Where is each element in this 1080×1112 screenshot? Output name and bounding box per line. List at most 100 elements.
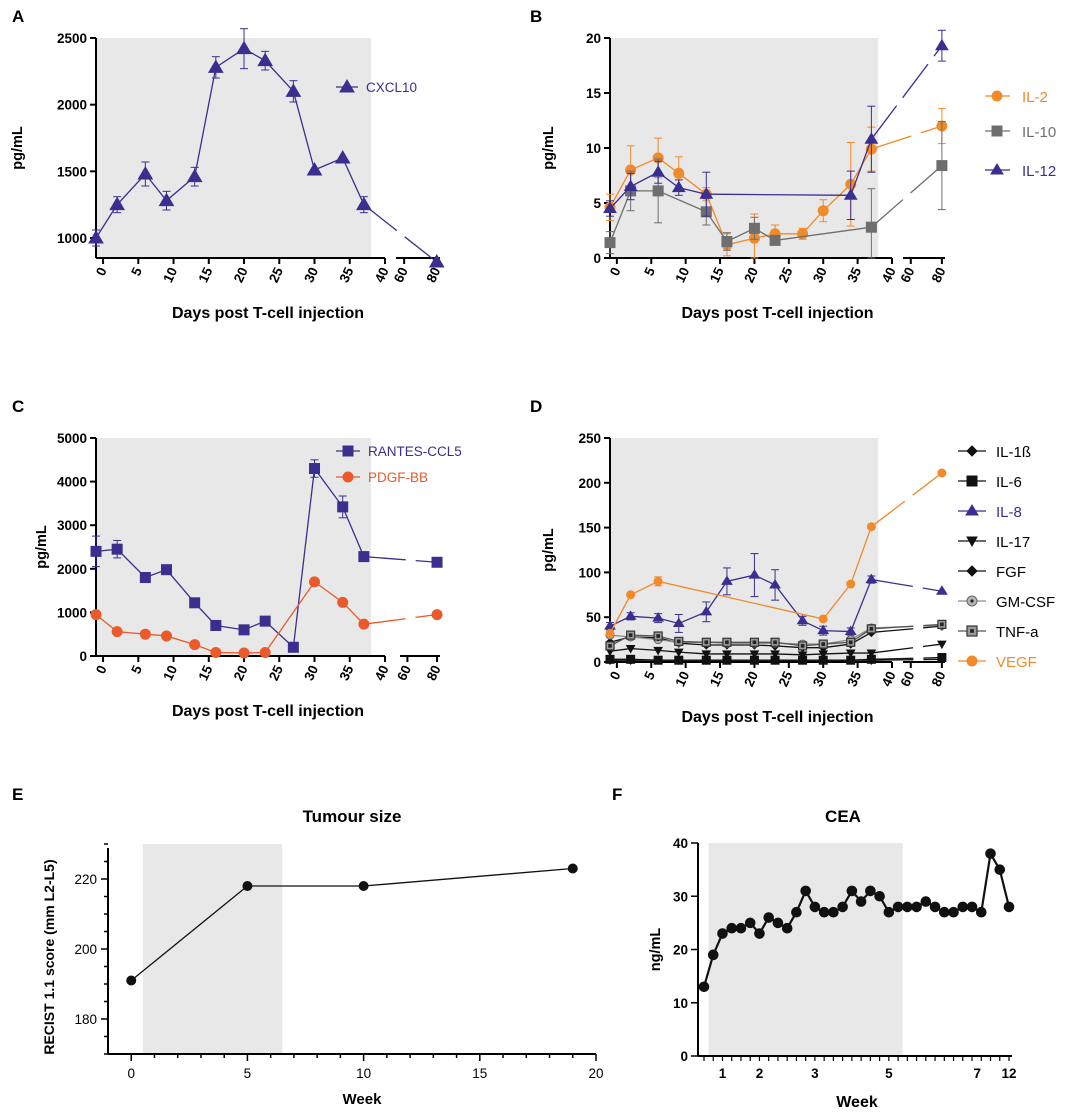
data-point-cea xyxy=(818,906,830,918)
data-point-cea xyxy=(966,901,978,913)
data-point-il-6 xyxy=(674,655,684,665)
data-point-rantes-ccl5 xyxy=(160,564,172,576)
panel-c-rantes-pdgf-chart: 0 1000 2000 3000 4000 5000 0 5 10 15 20 25 30 35 40 60 8… xyxy=(34,431,462,720)
data-point-cea xyxy=(985,848,996,859)
series-il-12 xyxy=(603,29,949,220)
legend-label-cxcl10: CXCL10 xyxy=(366,80,417,95)
data-point-tumour-size xyxy=(358,881,369,891)
data-point-cea xyxy=(744,917,756,929)
series-break-line-vegf xyxy=(870,472,943,528)
data-point-il-17 xyxy=(845,649,856,659)
y-tick-label: 200 xyxy=(578,476,601,491)
x-tick-label: 25 xyxy=(266,264,286,284)
x-tick-label: 35 xyxy=(337,662,357,682)
data-point-cxcl10 xyxy=(158,192,175,207)
data-point-cea xyxy=(911,901,922,913)
series-line-il-6 xyxy=(610,658,872,661)
data-point-cea xyxy=(717,928,728,939)
x-tick-label: 25 xyxy=(776,668,796,688)
data-point-cea xyxy=(698,981,710,993)
legend-marker-il-12 xyxy=(990,163,1004,175)
data-point-tnf-a xyxy=(937,619,947,629)
y-tick-label: 2500 xyxy=(57,31,87,46)
x-tick-label: 60 xyxy=(898,669,918,689)
series-vegf xyxy=(605,468,947,638)
data-point-il-10 xyxy=(652,185,664,197)
data-point-cea xyxy=(763,912,774,923)
data-point-il-8 xyxy=(865,573,878,584)
data-point-cea xyxy=(883,906,895,918)
data-point-vegf xyxy=(937,468,947,478)
data-point-cea xyxy=(939,906,950,918)
x-tick-label: 30 xyxy=(810,669,830,689)
data-point-il-8 xyxy=(844,625,857,636)
x-tick-label: 40 xyxy=(879,669,899,689)
y-tick-label: 1500 xyxy=(57,164,87,179)
data-point-cxcl10 xyxy=(88,230,104,244)
series-line-vegf xyxy=(609,526,872,634)
marker-dot xyxy=(628,633,633,637)
legend-marker-il-17 xyxy=(966,536,978,548)
data-point-tnf-a xyxy=(797,641,808,651)
data-point-rantes-ccl5 xyxy=(337,501,349,513)
marker-dot xyxy=(676,639,681,644)
x-tick-label: 20 xyxy=(588,1066,603,1081)
legend-label-vegf: VEGF xyxy=(996,654,1037,671)
x-axis-label: Days post T-cell injection xyxy=(681,709,873,726)
series-rantes-ccl5 xyxy=(90,459,443,653)
y-tick-label: 200 xyxy=(74,942,97,957)
panel-a-cxcl10-chart: 1000 1500 2000 2500 0 5 10 15 20 25 30 35 40 60 80 Days… xyxy=(10,28,445,322)
x-tick-label: 5 xyxy=(641,264,658,278)
legend-marker-il-8 xyxy=(965,504,979,516)
data-point-cea xyxy=(874,890,885,902)
data-point-pdgf-bb xyxy=(189,639,201,651)
legend-label-il-2: IL-2 xyxy=(1022,89,1048,106)
data-point-cea xyxy=(920,896,932,907)
data-point-cea xyxy=(781,922,793,934)
data-point-il-17 xyxy=(770,650,780,659)
panel-letter-b: B xyxy=(530,7,542,26)
legend-label-il-12: IL-12 xyxy=(1022,163,1056,180)
data-point-cea xyxy=(1003,901,1015,913)
treatment-period-shading xyxy=(610,38,879,258)
data-point-il-8 xyxy=(700,605,713,616)
y-tick-label: 250 xyxy=(578,431,601,446)
y-tick-label: 1000 xyxy=(57,231,87,246)
data-point-tnf-a xyxy=(866,624,876,634)
x-tick-label: 80 xyxy=(424,663,444,683)
data-point-il-8 xyxy=(935,585,948,595)
x-tick-label: 30 xyxy=(301,265,321,285)
series-break-line-il-17 xyxy=(871,643,942,654)
x-tick-label: 15 xyxy=(196,264,216,284)
data-point-cea xyxy=(726,922,738,934)
y-tick-label: 10 xyxy=(673,996,688,1011)
x-tick-label: 0 xyxy=(93,265,110,278)
y-tick-label: 150 xyxy=(578,521,601,536)
marker-dot xyxy=(970,629,974,633)
x-tick-label: 25 xyxy=(266,662,286,682)
data-point-cea xyxy=(855,896,867,907)
x-tick-label: 40 xyxy=(372,265,392,285)
series-break-line-il-1 xyxy=(871,658,942,661)
x-tick-label: 10 xyxy=(672,669,692,689)
data-point-cxcl10 xyxy=(306,162,323,176)
legend-marker-gm-csf xyxy=(966,595,978,607)
y-tick-label: 0 xyxy=(79,649,87,664)
panel-letter-a: A xyxy=(12,7,24,26)
legend-marker-il-6 xyxy=(966,475,978,487)
y-tick-label: 50 xyxy=(586,610,601,625)
legend-marker-rantes-ccl5 xyxy=(342,445,354,457)
data-point-cea xyxy=(828,906,839,918)
data-point-tnf-a xyxy=(701,637,711,647)
series-line-il-8 xyxy=(609,574,872,633)
data-point-rantes-ccl5 xyxy=(111,543,123,555)
data-point-il-10 xyxy=(748,222,760,234)
data-point-pdgf-bb xyxy=(259,647,271,659)
data-point-il-12 xyxy=(699,187,714,199)
marker-dot xyxy=(725,640,729,645)
series-il-8 xyxy=(604,553,948,636)
legend-marker-cxcl10 xyxy=(339,79,355,93)
x-tick-label: 1 xyxy=(719,1066,727,1081)
data-point-cea xyxy=(846,885,858,897)
data-point-vegf xyxy=(818,614,828,624)
